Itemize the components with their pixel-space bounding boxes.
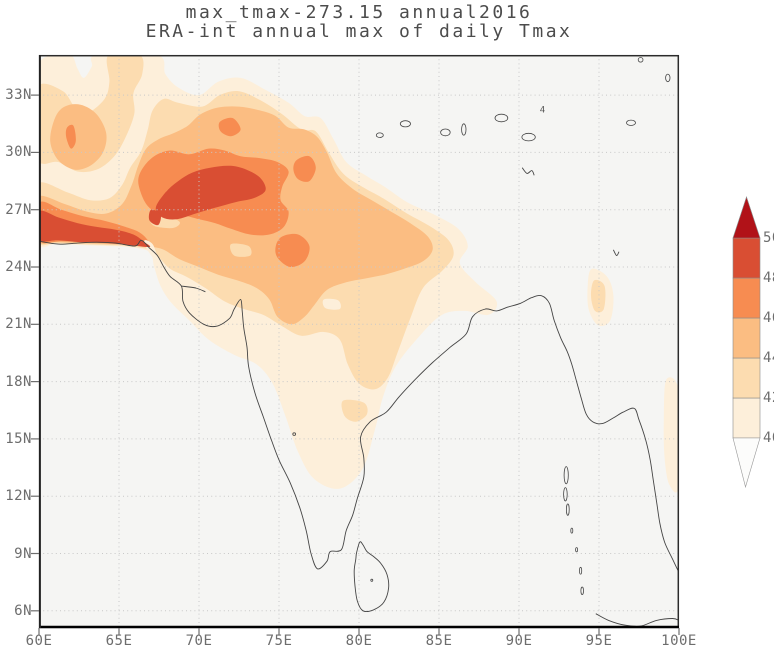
y-axis-label-33N: 33N (5, 87, 32, 104)
x-axis-label-65E: 65E (105, 633, 133, 649)
contour-region-40-42-right-edge-strip (663, 377, 679, 493)
lake-or-island-outline-3 (461, 123, 467, 136)
y-axis-label-9N: 9N (14, 545, 32, 562)
lake-or-island-outline-10 (292, 432, 297, 436)
map-plot-area: 4 (38, 54, 680, 629)
colorbar-arrow-above (732, 196, 761, 239)
colorbar-segment-48-50 (732, 237, 761, 279)
y-axis-label-30N: 30N (5, 144, 32, 161)
coastline-sri-lanka (353, 541, 390, 612)
contour-region-40-42-hole-78e (322, 298, 341, 310)
contour-region-40-42-delta-strip (144, 240, 172, 283)
lake-or-island-outline-5 (521, 132, 536, 142)
chart-title: max_tmax-273.15 annual2016 (185, 2, 533, 23)
colorbar-label-42: 42 (763, 390, 774, 406)
x-axis-label-80E: 80E (345, 633, 373, 649)
gridline-layer (39, 55, 679, 628)
x-axis-label-60E: 60E (25, 633, 53, 649)
y-axis-label-18N: 18N (5, 373, 32, 390)
colorbar-segment-42-44 (732, 357, 761, 399)
colorbar-segment-40-42 (732, 397, 761, 439)
y-axis-label-6N: 6N (14, 602, 32, 619)
contour-region-46-48-spot-east (293, 155, 316, 182)
lake-or-island-outline-13 (565, 503, 570, 516)
x-axis-label-90E: 90E (505, 633, 533, 649)
colorbar-label-50: 50 (763, 230, 774, 246)
colorbar-label-40: 40 (763, 430, 774, 446)
contour-region-44-46-northwest-core (50, 104, 107, 170)
contour-region-42-44-hole-72e (230, 243, 252, 257)
coastline-1 (181, 285, 206, 293)
lake-or-island-outline-6 (637, 57, 644, 63)
colorbar-segment-46-48 (732, 277, 761, 319)
contour-fill-layer (39, 55, 679, 493)
coastline-0 (39, 239, 679, 573)
y-axis-label-15N: 15N (5, 430, 32, 447)
map-annotation: 4 (540, 105, 545, 115)
colorbar-label-46: 46 (763, 310, 774, 326)
contour-region-48-50-diamond-67e (148, 209, 162, 226)
y-axis-label-21N: 21N (5, 316, 32, 333)
lake-or-island-outline-4 (494, 113, 509, 123)
lake-or-island-outline-11 (563, 466, 569, 485)
lake-or-island-outline-8 (626, 119, 636, 126)
lake-or-island-outline-0 (399, 120, 411, 128)
y-axis-label-27N: 27N (5, 201, 32, 218)
x-axis-label-85E: 85E (425, 633, 453, 649)
contour-region-42-44-patch-79e-16n (341, 399, 368, 422)
y-axis-label-12N: 12N (5, 488, 32, 505)
x-axis-label-75E: 75E (265, 633, 293, 649)
x-axis-label-100E: 100E (661, 633, 697, 649)
lake-or-island-outline-9 (370, 578, 374, 582)
lake-or-island-outline-7 (665, 73, 671, 83)
x-axis-label-70E: 70E (185, 633, 213, 649)
coastline-3 (521, 167, 535, 176)
colorbar-segment-44-46 (732, 317, 761, 359)
coastline-4 (612, 249, 620, 257)
lake-or-island-outline-14 (570, 527, 574, 534)
contour-region-42-44-patch-95e-core (590, 279, 606, 313)
chart-subtitle: ERA-int annual max of daily Tmax (145, 21, 573, 42)
lake-or-island-outline-12 (563, 487, 568, 502)
colorbar-taper-below (732, 437, 761, 489)
contour-region-48-50-coast-band (39, 210, 151, 248)
colorbar (732, 196, 761, 489)
lake-or-island-outline-17 (580, 586, 584, 595)
y-axis-label-24N: 24N (5, 259, 32, 275)
lake-or-island-outline-16 (579, 566, 583, 575)
lake-or-island-outline-2 (440, 128, 451, 137)
colorbar-label-48: 48 (763, 270, 774, 286)
contour-region-48-50-main-blob (155, 165, 266, 220)
lake-or-island-outline-15 (575, 547, 578, 553)
contour-region-46-48-blob-southeast (275, 233, 310, 268)
contour-region-46-48-sliver-northwest (65, 124, 76, 149)
lake-or-island-outline-1 (375, 132, 384, 138)
x-axis-label-95E: 95E (585, 633, 613, 649)
contour-region-46-48-spot-northeast (218, 117, 241, 137)
colorbar-label-44: 44 (763, 350, 774, 366)
axis-ticks (31, 94, 680, 635)
